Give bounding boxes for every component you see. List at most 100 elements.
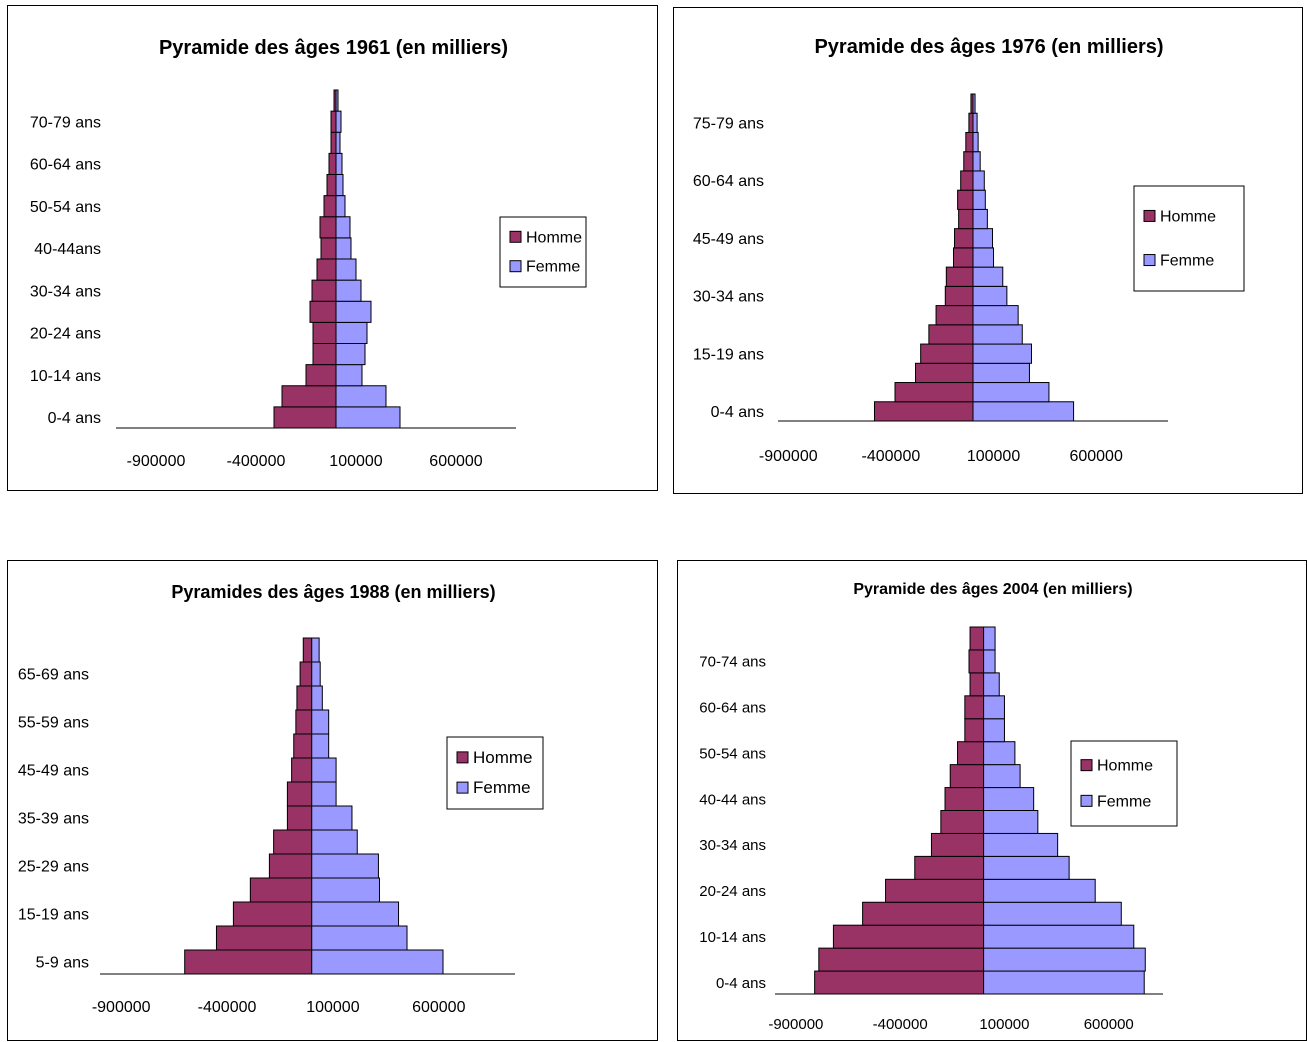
category-tick-label: 30-34 ans bbox=[693, 289, 764, 306]
x-tick-label: 600000 bbox=[1069, 448, 1122, 465]
bar-femme-6 bbox=[983, 832, 1059, 857]
x-tick-label: -400000 bbox=[227, 453, 286, 470]
bar-homme-15 bbox=[969, 626, 985, 651]
category-tick-label: 35-39 ans bbox=[18, 811, 89, 828]
bar-homme-9 bbox=[319, 216, 337, 239]
bar-homme-12 bbox=[960, 170, 974, 191]
category-tick-label: 5-9 ans bbox=[36, 955, 89, 972]
x-tick-label: 100000 bbox=[306, 999, 359, 1016]
bar-homme-5 bbox=[935, 305, 974, 326]
legend-label-homme: Homme bbox=[526, 229, 582, 246]
bar-homme-9 bbox=[949, 764, 985, 789]
chart-title: Pyramide des âges 2004 (en milliers) bbox=[853, 581, 1132, 598]
bar-femme-15 bbox=[983, 626, 996, 651]
x-tick-label: -900000 bbox=[759, 448, 818, 465]
category-tick-label: 55-59 ans bbox=[18, 715, 89, 732]
bar-homme-6 bbox=[286, 805, 313, 831]
bar-homme-2 bbox=[915, 362, 974, 384]
bar-femme-13 bbox=[311, 637, 320, 663]
bar-femme-3 bbox=[983, 901, 1122, 926]
bar-femme-10 bbox=[983, 741, 1016, 766]
bar-homme-8 bbox=[291, 757, 313, 783]
bar-homme-3 bbox=[862, 901, 985, 926]
bar-femme-0 bbox=[311, 949, 444, 975]
bar-homme-13 bbox=[963, 151, 974, 172]
x-tick-label: 100000 bbox=[967, 448, 1020, 465]
legend-swatch-homme bbox=[509, 230, 522, 243]
bar-femme-2 bbox=[983, 924, 1135, 949]
bar-homme-9 bbox=[954, 228, 974, 249]
category-tick-label: 40-44ans bbox=[34, 241, 101, 258]
category-tick-label: 45-49 ans bbox=[693, 231, 764, 248]
category-tick-label: 20-24 ans bbox=[30, 326, 101, 343]
bar-femme-14 bbox=[983, 649, 996, 674]
legend-label-femme: Femme bbox=[1160, 253, 1214, 270]
legend-swatch-homme bbox=[1080, 759, 1093, 772]
category-tick-label: 25-29 ans bbox=[18, 859, 89, 876]
bar-femme-6 bbox=[972, 285, 1008, 307]
legend-label-homme: Homme bbox=[473, 748, 533, 767]
bar-femme-2 bbox=[972, 362, 1030, 384]
bar-femme-8 bbox=[983, 787, 1035, 811]
bar-homme-11 bbox=[296, 685, 313, 711]
category-tick-label: 15-19 ans bbox=[693, 346, 764, 363]
bar-femme-3 bbox=[335, 343, 366, 366]
chart-panel-1976: Pyramide des âges 1976 (en milliers) 0-4 … bbox=[673, 7, 1303, 494]
bar-homme-10 bbox=[323, 195, 337, 218]
bar-homme-6 bbox=[311, 279, 337, 302]
bar-homme-7 bbox=[316, 258, 337, 281]
bar-femme-10 bbox=[311, 709, 330, 735]
bar-femme-11 bbox=[983, 718, 1005, 743]
bar-femme-4 bbox=[972, 324, 1023, 345]
chart-title: Pyramide des âges 1976 (en milliers) bbox=[814, 36, 1163, 58]
category-tick-label: 30-34 ans bbox=[699, 837, 766, 854]
category-tick-label: 50-54 ans bbox=[699, 745, 766, 762]
bar-femme-1 bbox=[311, 925, 408, 951]
bar-homme-4 bbox=[928, 324, 974, 345]
bar-homme-2 bbox=[305, 364, 337, 387]
chart-title: Pyramides des âges 1988 (en milliers) bbox=[171, 582, 495, 602]
bar-homme-8 bbox=[953, 247, 974, 268]
pyramid-chart-svg: Pyramide des âges 1961 (en milliers) 0-4 … bbox=[30, 37, 587, 470]
bar-femme-7 bbox=[311, 781, 337, 807]
bar-femme-4 bbox=[335, 321, 368, 344]
bar-homme-10 bbox=[295, 709, 313, 735]
bar-homme-14 bbox=[968, 649, 985, 674]
x-tick-label: 600000 bbox=[1084, 1016, 1134, 1033]
x-tick-label: 100000 bbox=[329, 453, 382, 470]
bar-femme-0 bbox=[983, 970, 1145, 995]
bar-homme-12 bbox=[328, 152, 337, 175]
bar-homme-5 bbox=[273, 829, 313, 855]
bar-femme-1 bbox=[972, 382, 1050, 403]
bar-femme-13 bbox=[335, 131, 341, 154]
bar-femme-13 bbox=[972, 151, 981, 172]
bar-femme-7 bbox=[335, 258, 357, 281]
bar-femme-7 bbox=[972, 266, 1004, 287]
legend-box bbox=[499, 216, 587, 288]
legend-swatch-femme bbox=[1080, 794, 1093, 807]
category-tick-label: 75-79 ans bbox=[693, 115, 764, 132]
bar-femme-9 bbox=[983, 764, 1021, 789]
bar-femme-16 bbox=[972, 93, 976, 114]
bar-homme-13 bbox=[302, 637, 313, 663]
bar-femme-5 bbox=[311, 829, 358, 855]
bar-femme-8 bbox=[972, 247, 995, 268]
bar-homme-1 bbox=[215, 925, 313, 951]
legend-swatch-femme bbox=[509, 260, 522, 273]
legend-label-femme: Femme bbox=[473, 778, 531, 797]
category-tick-label: 10-14 ans bbox=[699, 929, 766, 946]
bar-femme-0 bbox=[972, 401, 1075, 422]
bar-femme-6 bbox=[335, 279, 362, 302]
pyramid-chart-svg: Pyramide des âges 2004 (en milliers) 0-4 … bbox=[699, 581, 1178, 1033]
bar-femme-14 bbox=[335, 110, 342, 133]
bar-femme-7 bbox=[983, 810, 1039, 834]
bar-homme-1 bbox=[281, 385, 337, 408]
bar-homme-1 bbox=[818, 947, 985, 972]
bar-homme-3 bbox=[249, 877, 313, 903]
category-tick-label: 30-34 ans bbox=[30, 283, 101, 300]
bar-homme-12 bbox=[964, 695, 985, 720]
category-tick-label: 0-4 ans bbox=[716, 975, 766, 992]
bar-femme-9 bbox=[311, 733, 330, 759]
bar-homme-7 bbox=[940, 810, 985, 834]
category-tick-label: 20-24 ans bbox=[699, 883, 766, 900]
